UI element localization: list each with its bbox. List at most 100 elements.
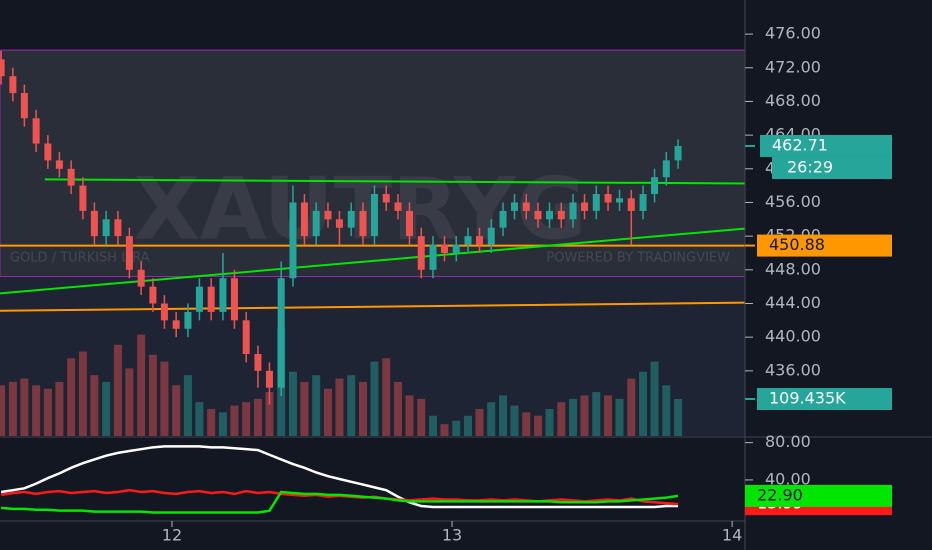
volume-bar (545, 408, 554, 436)
volume-bar (674, 399, 683, 436)
candle-body (487, 227, 495, 245)
candle-body (674, 145, 682, 161)
candle-body (44, 143, 52, 161)
candle-body (335, 219, 343, 228)
candle-body (79, 185, 87, 211)
volume-bar (382, 358, 391, 436)
y-tick-label: 448.00 (765, 259, 821, 278)
volume-bar (312, 375, 321, 436)
candle-body (289, 202, 297, 279)
zone-top-shade (0, 0, 745, 51)
candle-body (534, 210, 542, 220)
candle-body (55, 160, 63, 169)
countdown: 26:29 (787, 157, 833, 176)
candle-body (172, 320, 180, 329)
x-tick-label: 14 (722, 526, 742, 545)
candle-body (651, 177, 659, 195)
volume-bar (8, 381, 17, 436)
candle-body (382, 194, 390, 203)
candle-body (32, 118, 40, 144)
trendline (0, 227, 745, 295)
level-label: 450.88 (769, 235, 825, 254)
y-tick-label: 440.00 (765, 327, 821, 346)
candle-body (592, 194, 600, 211)
volume-bar (358, 381, 367, 436)
volume-bar (510, 405, 519, 436)
candle-body (230, 278, 238, 321)
volume-bar (370, 361, 379, 436)
volume-bar (172, 385, 181, 436)
candle-body (662, 160, 670, 178)
volume-bar (417, 398, 426, 436)
volume-bar (557, 402, 566, 436)
volume-bar (464, 415, 473, 436)
volume-label-box (757, 388, 892, 411)
candle-body (300, 202, 308, 237)
volume-bar (32, 385, 41, 436)
candle-body (20, 93, 28, 119)
candle-body (604, 194, 612, 203)
candle-body (440, 244, 448, 253)
trendline (44, 178, 745, 185)
last-price-label: 462.71 (772, 135, 828, 154)
watermark-credit: POWERED BY TRADINGVIEW (546, 251, 730, 266)
volume-bar (592, 392, 601, 436)
volume-bar (487, 402, 496, 436)
candle-body (67, 168, 75, 186)
volume-bar (604, 395, 613, 436)
candle-body (207, 286, 215, 312)
volume-bar (580, 395, 589, 436)
volume-bar (195, 402, 204, 436)
candle-body (254, 354, 262, 371)
candle-body (557, 210, 565, 220)
volume-bar (102, 381, 111, 436)
volume-bar (534, 415, 543, 436)
candle-body (522, 202, 530, 211)
candle-body (429, 244, 437, 270)
volume-bar (569, 398, 578, 436)
candle-body (359, 210, 367, 237)
indicator-tick-label: 80.00 (765, 432, 811, 451)
volume-bar (639, 371, 648, 436)
volume-bar (522, 412, 531, 436)
volume-bar (662, 385, 671, 436)
candle-body (9, 76, 17, 94)
volume-bar (113, 344, 122, 436)
volume-label: 109.435K (769, 389, 846, 408)
candle-body (499, 210, 507, 228)
candle-body (242, 320, 250, 355)
y-tick-label: 436.00 (765, 360, 821, 379)
volume-bar (242, 402, 251, 436)
candle-body (370, 194, 378, 237)
y-tick-label: 476.00 (765, 24, 821, 43)
axis-layer: 476.00472.00468.00464.00460.00456.00452.… (162, 24, 892, 545)
volume-bar (615, 398, 624, 436)
x-tick-label: 13 (442, 526, 462, 545)
trendline (0, 301, 745, 312)
volume-bar (125, 368, 134, 436)
volume-bar (207, 408, 216, 436)
candle-body (277, 278, 285, 388)
volume-bar (160, 361, 169, 436)
candle-body (616, 198, 624, 203)
candle-body (90, 210, 98, 237)
candle-body (265, 370, 273, 388)
candle-body (510, 202, 518, 211)
volume-bar (323, 388, 332, 436)
candle-body (125, 236, 133, 270)
countdown-box (772, 156, 892, 179)
volume-bar (67, 358, 76, 436)
candle-body (149, 286, 157, 304)
candle-body (475, 236, 483, 245)
watermark: XAUTRYG (133, 159, 586, 259)
volume-bar (43, 388, 52, 436)
candle-body (569, 202, 577, 220)
y-tick-label: 456.00 (765, 192, 821, 211)
volume-bar (183, 375, 192, 436)
volume-bar (499, 395, 508, 436)
x-tick-label: 12 (162, 526, 182, 545)
y-tick-label: 472.00 (765, 57, 821, 76)
volume-bar (627, 378, 636, 436)
